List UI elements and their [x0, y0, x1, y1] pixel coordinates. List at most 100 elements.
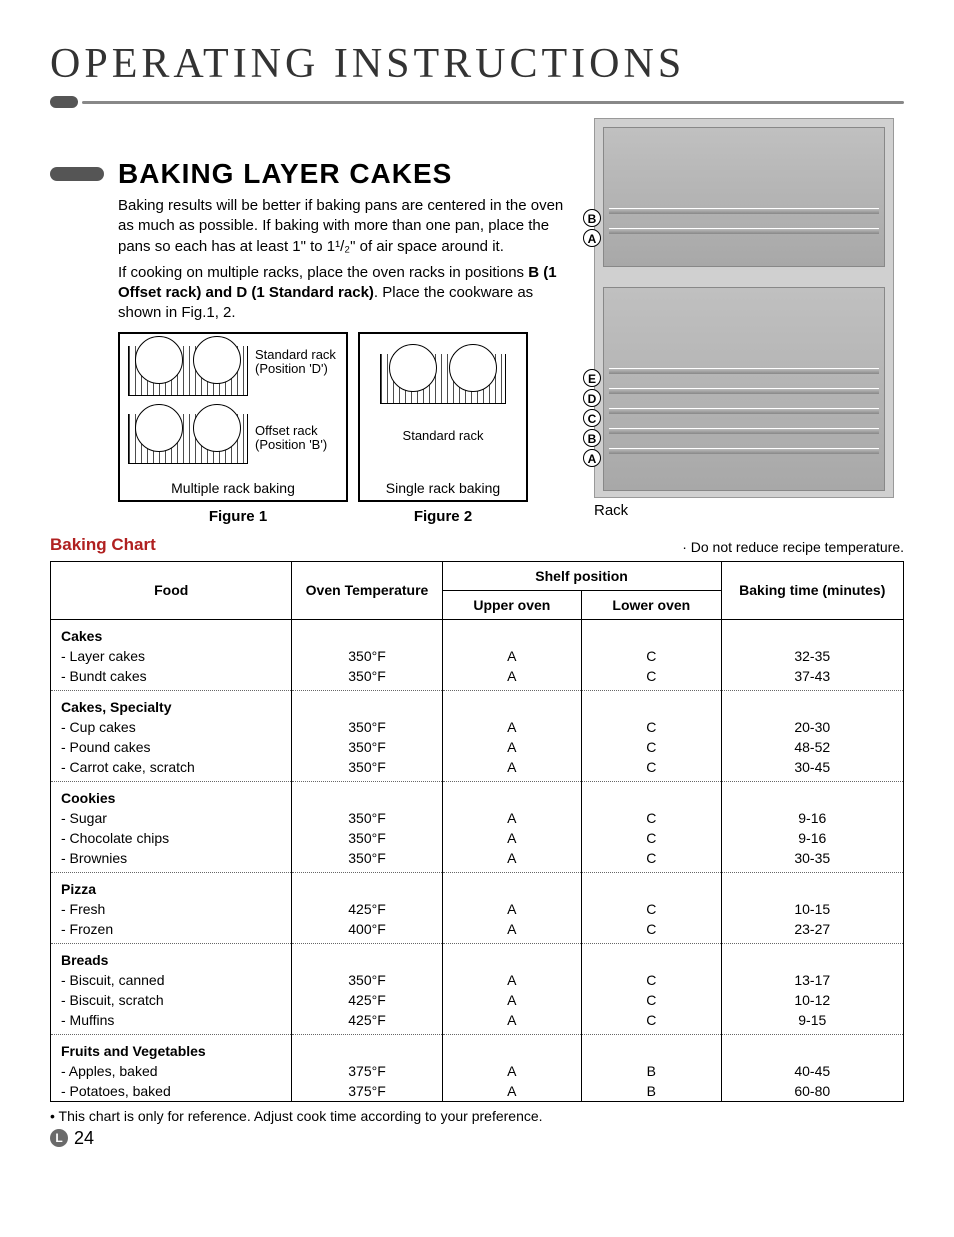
table-cell-upper: A [442, 899, 581, 919]
figure-2-caption: Figure 2 [358, 508, 528, 525]
table-cell-temp: 375°F [292, 1061, 442, 1081]
table-cell-upper: A [442, 1081, 581, 1102]
table-cell-food: - Carrot cake, scratch [51, 757, 292, 782]
oven-bot-label-E: E [583, 369, 601, 387]
figure-1-box: Standard rack (Position 'D') Offset rack… [118, 332, 348, 502]
oven-upper-compartment: B A [603, 127, 885, 267]
table-cell-time: 37-43 [721, 666, 903, 691]
table-cell-temp: 425°F [292, 899, 442, 919]
intro-paragraph-1: Baking results will be better if baking … [50, 196, 574, 257]
col-temp: Oven Temperature [292, 561, 442, 619]
table-cell-lower: B [582, 1081, 721, 1102]
baking-chart-title: Baking Chart [50, 535, 156, 555]
oven-lower-compartment: E D C B A [603, 287, 885, 491]
table-cell-upper: A [442, 828, 581, 848]
table-cell-food: - Fresh [51, 899, 292, 919]
lg-logo-icon: L [50, 1129, 68, 1147]
table-cell-upper: A [442, 666, 581, 691]
table-cell-temp: 425°F [292, 990, 442, 1010]
table-cell-lower: C [582, 717, 721, 737]
oven-illustration: B A E D C B A [594, 118, 894, 498]
section-bullet-decor [50, 167, 104, 181]
table-cell-temp: 375°F [292, 1081, 442, 1102]
oven-caption: Rack [594, 502, 904, 519]
table-cell-food: - Muffins [51, 1010, 292, 1035]
table-cell-time: 40-45 [721, 1061, 903, 1081]
table-cell-temp: 350°F [292, 970, 442, 990]
oven-bot-label-C: C [583, 409, 601, 427]
table-cell-temp: 350°F [292, 666, 442, 691]
table-cell-lower: C [582, 666, 721, 691]
title-bullet-decor [50, 96, 78, 108]
table-cell-lower: C [582, 737, 721, 757]
table-cell-upper: A [442, 737, 581, 757]
group-name: Pizza [51, 872, 292, 899]
table-cell-temp: 350°F [292, 848, 442, 873]
para2-pre: If cooking on multiple racks, place the … [118, 264, 528, 281]
table-cell-temp: 400°F [292, 919, 442, 944]
table-cell-food: - Brownies [51, 848, 292, 873]
page-number: 24 [74, 1128, 94, 1149]
section-title: BAKING LAYER CAKES [118, 158, 452, 190]
table-cell-time: 9-15 [721, 1010, 903, 1035]
table-cell-upper: A [442, 646, 581, 666]
table-cell-lower: C [582, 1010, 721, 1035]
table-cell-time: 30-35 [721, 848, 903, 873]
table-cell-time: 60-80 [721, 1081, 903, 1102]
figure-1-caption: Figure 1 [118, 508, 358, 525]
table-cell-upper: A [442, 808, 581, 828]
group-name: Cakes [51, 619, 292, 646]
page-main-title: OPERATING INSTRUCTIONS [50, 40, 904, 88]
table-cell-upper: A [442, 1010, 581, 1035]
table-cell-lower: C [582, 970, 721, 990]
table-cell-lower: C [582, 990, 721, 1010]
table-cell-time: 9-16 [721, 828, 903, 848]
table-cell-time: 48-52 [721, 737, 903, 757]
title-rule [50, 96, 904, 108]
table-cell-time: 13-17 [721, 970, 903, 990]
col-food: Food [51, 561, 292, 619]
table-cell-lower: C [582, 646, 721, 666]
table-cell-upper: A [442, 919, 581, 944]
table-cell-food: - Sugar [51, 808, 292, 828]
baking-chart-note: · Do not reduce recipe temperature. [682, 539, 904, 555]
table-cell-time: 32-35 [721, 646, 903, 666]
table-cell-time: 30-45 [721, 757, 903, 782]
oven-bot-label-D: D [583, 389, 601, 407]
table-cell-upper: A [442, 757, 581, 782]
table-cell-time: 10-12 [721, 990, 903, 1010]
figure-2-label: Standard rack [360, 429, 526, 443]
table-cell-food: - Potatoes, baked [51, 1081, 292, 1102]
table-cell-upper: A [442, 848, 581, 873]
table-cell-time: 20-30 [721, 717, 903, 737]
table-cell-food: - Biscuit, canned [51, 970, 292, 990]
table-cell-lower: C [582, 899, 721, 919]
table-cell-food: - Cup cakes [51, 717, 292, 737]
col-time: Baking time (minutes) [721, 561, 903, 619]
table-cell-food: - Chocolate chips [51, 828, 292, 848]
table-cell-food: - Bundt cakes [51, 666, 292, 691]
figure-1-inside-caption: Multiple rack baking [120, 480, 346, 496]
table-cell-temp: 350°F [292, 828, 442, 848]
col-upper: Upper oven [442, 590, 581, 619]
table-cell-food: - Layer cakes [51, 646, 292, 666]
table-cell-upper: A [442, 1061, 581, 1081]
col-shelf: Shelf position [442, 561, 721, 590]
table-cell-upper: A [442, 990, 581, 1010]
figure-2-inside-caption: Single rack baking [360, 480, 526, 496]
table-cell-lower: C [582, 757, 721, 782]
figure-1-bottom-label: Offset rack (Position 'B') [255, 424, 327, 453]
chart-footnote: • This chart is only for reference. Adju… [50, 1108, 904, 1124]
baking-chart-table: Food Oven Temperature Shelf position Bak… [50, 561, 904, 1102]
figure-2-box: Standard rack Single rack baking [358, 332, 528, 502]
table-cell-food: - Pound cakes [51, 737, 292, 757]
group-name: Fruits and Vegetables [51, 1034, 292, 1061]
oven-top-label-B: B [583, 209, 601, 227]
title-rule-line [82, 101, 904, 104]
table-cell-lower: C [582, 808, 721, 828]
table-cell-time: 10-15 [721, 899, 903, 919]
table-cell-upper: A [442, 970, 581, 990]
table-cell-lower: C [582, 919, 721, 944]
oven-top-label-A: A [583, 229, 601, 247]
table-cell-lower: C [582, 828, 721, 848]
